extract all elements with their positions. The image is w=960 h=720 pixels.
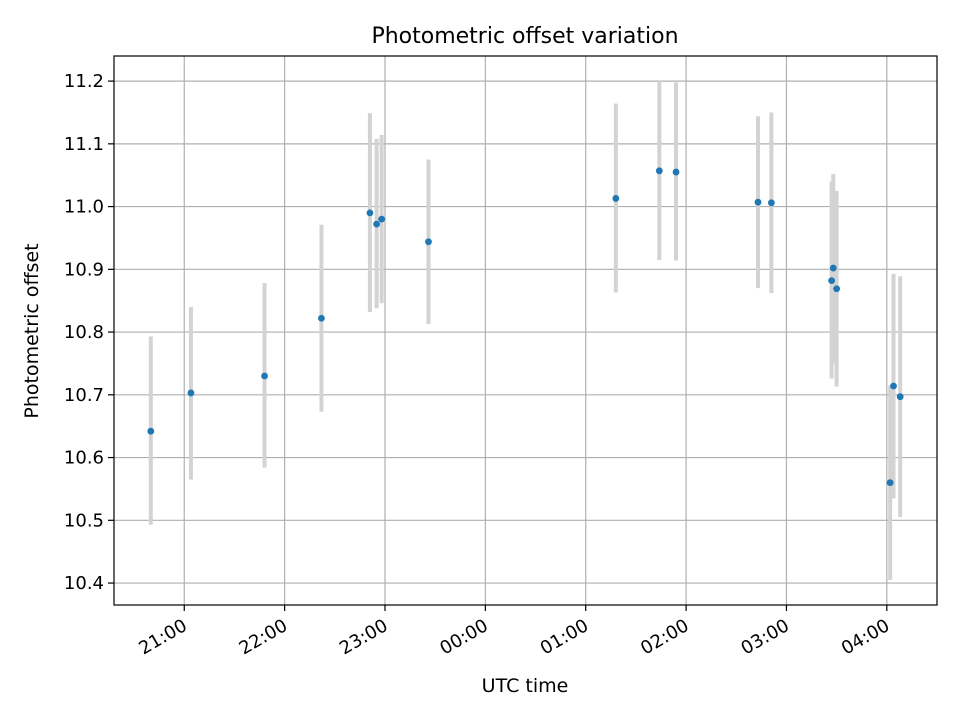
data-point bbox=[672, 168, 680, 176]
data-point bbox=[318, 314, 325, 322]
data-points bbox=[147, 167, 904, 487]
y-tick-label: 10.5 bbox=[64, 510, 104, 531]
y-tick-label: 10.8 bbox=[64, 322, 104, 343]
y-axis-ticks: 10.4 10.5 10.6 10.7 10.8 10.9 11.0 11.1 11.2 bbox=[64, 71, 114, 594]
data-point bbox=[187, 389, 195, 397]
data-point bbox=[890, 382, 897, 390]
y-tick-label: 10.7 bbox=[64, 385, 104, 406]
data-point bbox=[754, 198, 762, 206]
data-point bbox=[886, 479, 894, 487]
y-tick-label: 10.9 bbox=[64, 259, 104, 280]
y-tick-label: 11.0 bbox=[64, 197, 104, 218]
y-tick-label: 10.4 bbox=[64, 573, 104, 594]
data-point bbox=[378, 215, 386, 223]
gridlines bbox=[114, 56, 937, 605]
data-point bbox=[261, 372, 268, 380]
plot-frame bbox=[113, 55, 938, 606]
data-point bbox=[425, 238, 432, 246]
data-point bbox=[767, 199, 775, 207]
y-tick-label: 11.1 bbox=[64, 134, 104, 155]
y-axis-label: Photometric offset bbox=[21, 243, 43, 418]
data-point bbox=[829, 264, 837, 272]
data-point bbox=[896, 393, 904, 401]
data-point bbox=[366, 209, 374, 217]
y-tick-label: 11.2 bbox=[64, 71, 104, 92]
y-tick-label: 10.6 bbox=[64, 448, 104, 469]
data-point bbox=[147, 427, 155, 435]
data-point bbox=[612, 195, 620, 202]
data-point bbox=[833, 285, 841, 293]
data-point bbox=[373, 220, 381, 228]
chart-title: Photometric offset variation bbox=[371, 24, 678, 49]
data-point bbox=[655, 167, 663, 175]
data-point bbox=[828, 277, 836, 285]
x-axis-label: UTC time bbox=[482, 675, 569, 697]
